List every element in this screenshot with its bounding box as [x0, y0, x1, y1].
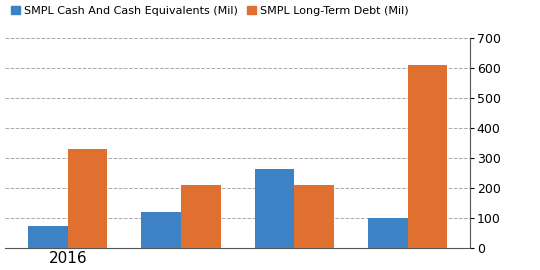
Bar — [254, 169, 294, 248]
Legend: SMPL Cash And Cash Equivalents (Mil), SMPL Long-Term Debt (Mil): SMPL Cash And Cash Equivalents (Mil), SM… — [11, 6, 409, 16]
Bar — [28, 226, 68, 248]
Bar — [181, 185, 221, 248]
Bar — [68, 149, 107, 248]
Bar — [408, 65, 447, 248]
Bar — [294, 185, 334, 248]
Bar — [368, 218, 408, 248]
Bar — [141, 212, 181, 248]
